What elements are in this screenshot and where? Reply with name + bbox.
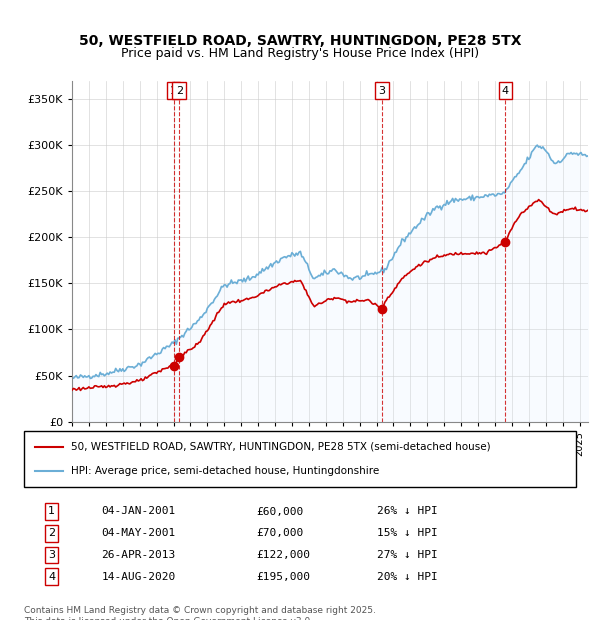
Text: 04-MAY-2001: 04-MAY-2001 — [101, 528, 176, 538]
Text: 3: 3 — [48, 550, 55, 560]
Text: £70,000: £70,000 — [256, 528, 303, 538]
Text: 3: 3 — [379, 86, 385, 96]
FancyBboxPatch shape — [24, 431, 576, 487]
Text: 1: 1 — [48, 507, 55, 516]
Text: 27% ↓ HPI: 27% ↓ HPI — [377, 550, 438, 560]
Text: £60,000: £60,000 — [256, 507, 303, 516]
Text: 20% ↓ HPI: 20% ↓ HPI — [377, 572, 438, 582]
Text: 2: 2 — [48, 528, 55, 538]
Text: 04-JAN-2001: 04-JAN-2001 — [101, 507, 176, 516]
Text: 15% ↓ HPI: 15% ↓ HPI — [377, 528, 438, 538]
Text: 4: 4 — [48, 572, 55, 582]
Text: 4: 4 — [502, 86, 509, 96]
Text: 14-AUG-2020: 14-AUG-2020 — [101, 572, 176, 582]
Text: Price paid vs. HM Land Registry's House Price Index (HPI): Price paid vs. HM Land Registry's House … — [121, 46, 479, 60]
Text: 1: 1 — [170, 86, 177, 96]
Text: £195,000: £195,000 — [256, 572, 310, 582]
Text: 50, WESTFIELD ROAD, SAWTRY, HUNTINGDON, PE28 5TX (semi-detached house): 50, WESTFIELD ROAD, SAWTRY, HUNTINGDON, … — [71, 441, 491, 451]
Text: 50, WESTFIELD ROAD, SAWTRY, HUNTINGDON, PE28 5TX: 50, WESTFIELD ROAD, SAWTRY, HUNTINGDON, … — [79, 34, 521, 48]
Text: 2: 2 — [176, 86, 183, 96]
Text: Contains HM Land Registry data © Crown copyright and database right 2025.
This d: Contains HM Land Registry data © Crown c… — [24, 606, 376, 620]
Text: £122,000: £122,000 — [256, 550, 310, 560]
Text: 26% ↓ HPI: 26% ↓ HPI — [377, 507, 438, 516]
Text: HPI: Average price, semi-detached house, Huntingdonshire: HPI: Average price, semi-detached house,… — [71, 466, 379, 476]
Text: 26-APR-2013: 26-APR-2013 — [101, 550, 176, 560]
